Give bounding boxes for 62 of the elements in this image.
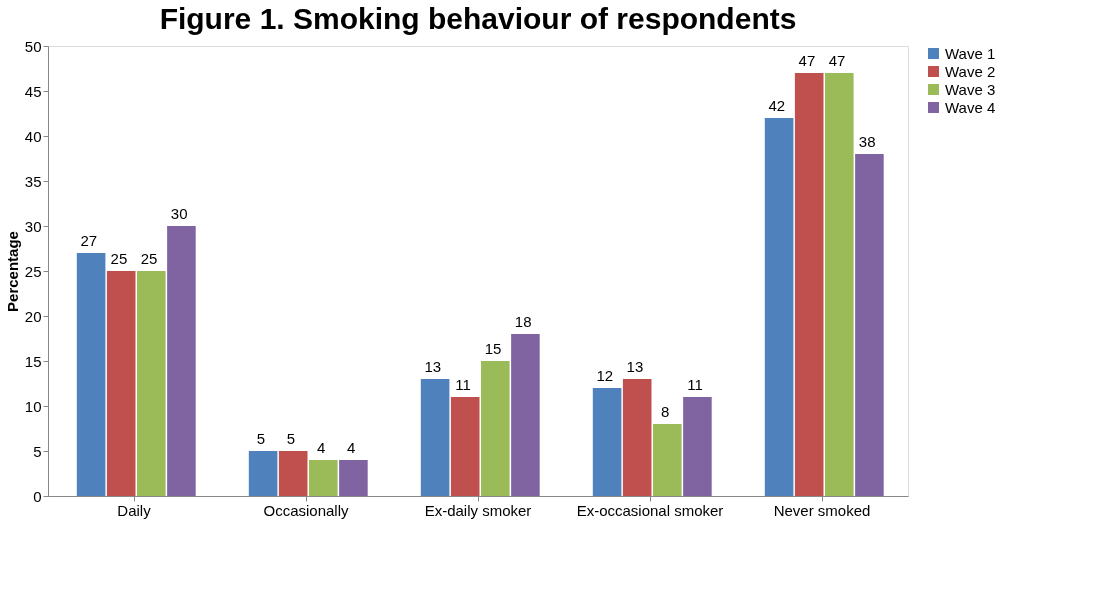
bar	[248, 451, 278, 496]
y-axis-title: Percentage	[3, 231, 21, 312]
bar	[450, 397, 480, 496]
bar	[794, 73, 824, 496]
x-tick-label: Never smoked	[773, 501, 871, 519]
data-label: 27	[80, 232, 98, 249]
legend-label: Wave 1	[945, 44, 996, 62]
data-label: 25	[110, 250, 128, 267]
legend-label: Wave 4	[945, 98, 996, 116]
y-tick-label: 15	[24, 352, 42, 370]
y-tick-label: 20	[24, 307, 42, 325]
y-tick-label: 40	[24, 127, 42, 145]
data-label: 4	[346, 439, 356, 456]
data-label: 47	[798, 52, 816, 69]
data-label: 5	[256, 430, 266, 447]
bar	[167, 226, 196, 496]
bar	[622, 379, 652, 496]
bar	[106, 271, 136, 496]
data-label: 38	[858, 133, 876, 150]
bar	[683, 397, 712, 496]
data-label: 13	[626, 358, 644, 375]
data-label: 11	[455, 376, 471, 393]
bar	[278, 451, 308, 496]
bar	[420, 379, 450, 496]
bar	[764, 118, 794, 496]
y-tick-label: 45	[24, 82, 42, 100]
y-tick-label: 50	[24, 37, 42, 55]
y-tick-label: 25	[24, 262, 42, 280]
bar	[76, 253, 106, 496]
data-label: 11	[687, 376, 703, 393]
data-label: 15	[484, 340, 502, 357]
bar	[339, 460, 368, 496]
chart-title: Figure 1. Smoking behaviour of respondents	[159, 2, 797, 35]
bar	[309, 460, 338, 496]
x-tick-label: Ex-occasional smoker	[576, 501, 724, 519]
data-label: 42	[768, 97, 786, 114]
x-tick-label: Daily	[117, 501, 152, 519]
bar	[653, 424, 682, 496]
data-label: 47	[828, 52, 846, 69]
bar	[592, 388, 622, 496]
bar	[511, 334, 540, 496]
legend-label: Wave 2	[945, 62, 996, 80]
legend-label: Wave 3	[945, 80, 996, 98]
data-label: 12	[596, 367, 614, 384]
bar	[481, 361, 510, 496]
data-label: 8	[660, 403, 670, 420]
x-tick-label: Ex-daily smoker	[424, 501, 532, 519]
y-tick-label: 5	[33, 442, 42, 460]
data-label: 4	[316, 439, 326, 456]
data-label: 18	[514, 313, 532, 330]
y-tick-label: 30	[24, 217, 42, 235]
bar	[137, 271, 166, 496]
data-label: 25	[140, 250, 158, 267]
y-tick-label: 10	[24, 397, 42, 415]
y-tick-label: 35	[24, 172, 42, 190]
data-label: 30	[170, 205, 188, 222]
y-tick-label: 0	[33, 487, 42, 505]
bar	[855, 154, 884, 496]
data-label: 5	[286, 430, 296, 447]
x-tick-label: Occasionally	[263, 501, 350, 519]
bar	[825, 73, 854, 496]
data-label: 13	[424, 358, 442, 375]
